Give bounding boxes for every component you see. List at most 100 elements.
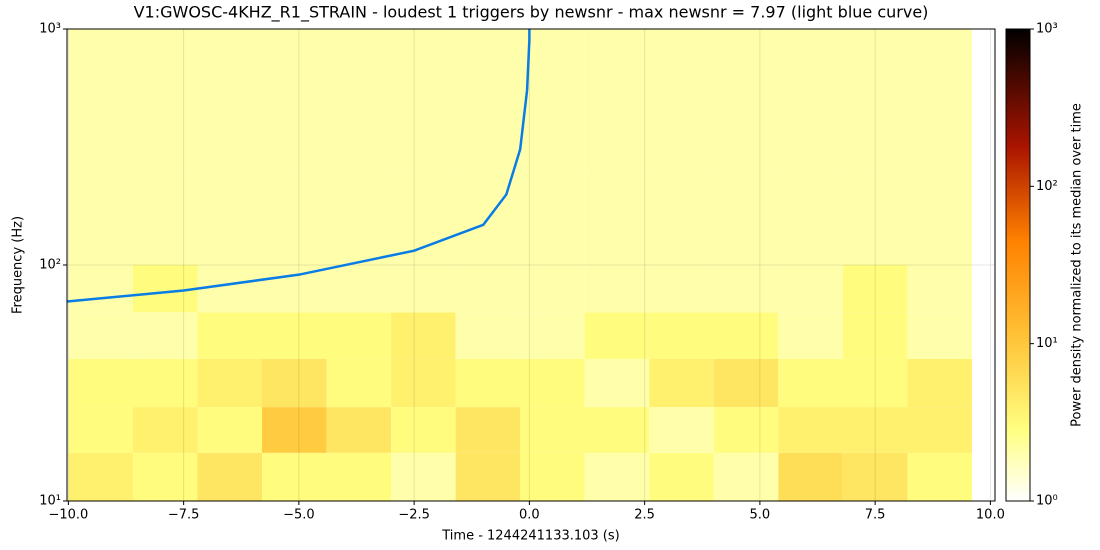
heatmap-cell [197,452,263,501]
heatmap-cell [907,171,972,265]
heatmap-cell [907,358,972,408]
heatmap-cell [68,171,133,265]
x-tick-label: 10.0 [976,508,1005,523]
heatmap-cell [197,171,263,265]
heatmap-cell [649,265,714,313]
y-tick-label: 10³ [39,22,61,37]
heatmap-cell [649,452,714,501]
heatmap-cell [197,358,263,408]
heatmap-cell [842,407,908,453]
x-axis-label: Time - 1244241133.103 (s) [441,529,619,544]
heatmap-cell [326,171,392,265]
heatmap-cell [778,312,843,359]
heatmap-cell [132,29,198,172]
heatmap-cell [649,171,714,265]
heatmap-cell [455,29,521,172]
heatmap-cell [68,265,133,313]
y-axis-label: Frequency (Hz) [11,216,26,314]
heatmap-cell [584,407,650,453]
heatmap-cell [713,29,779,172]
heatmap-cell [778,358,843,408]
heatmap-cell [778,171,843,265]
heatmap-cell [262,407,327,453]
heatmap-cell [197,265,263,313]
heatmap-cell [391,265,456,313]
heatmap-cell [584,171,650,265]
heatmap-cell [649,29,714,172]
heatmap-cell [262,358,327,408]
heatmap-cell [584,265,650,313]
heatmap-cell [778,265,843,313]
heatmap-cell [455,407,521,453]
x-tick-label: 0.0 [519,508,540,523]
heatmap-cell [520,407,585,453]
heatmap-cell [842,312,908,359]
heatmap-cell [262,171,327,265]
heatmap-cell [713,452,779,501]
heatmap-cell [262,29,327,172]
heatmap-cell [584,452,650,501]
heatmap-cell [455,312,521,359]
x-tick-label: −7.5 [168,508,200,523]
heatmap-cell [197,312,263,359]
heatmap-cell [907,452,972,501]
heatmap-cell [262,452,327,501]
heatmap-cell [326,358,392,408]
heatmap-cell [842,265,908,313]
heatmap-cell [584,358,650,408]
heatmap-cell [326,407,392,453]
heatmap-cell [132,407,198,453]
heatmap-cell [520,358,585,408]
heatmap-cell [520,29,585,172]
heatmap-cell [326,265,392,313]
heatmap-cell [842,452,908,501]
x-tick-label: 2.5 [634,508,655,523]
heatmap-cell [520,265,585,313]
chart-title: V1:GWOSC-4KHZ_R1_STRAIN - loudest 1 trig… [134,3,929,23]
x-tick-label: 7.5 [865,508,886,523]
colorbar-label: Power density normalized to its median o… [1070,103,1085,427]
colorbar-tick-label: 10⁰ [1036,494,1058,509]
heatmap-cell [584,312,650,359]
heatmap-cell [132,171,198,265]
colorbar-tick-label: 10² [1036,179,1058,194]
heatmap-cell [520,452,585,501]
colorbar-tick-label: 10³ [1036,22,1058,37]
plot-frame [66,28,996,502]
x-tick-label: −10.0 [48,508,88,523]
heatmap-cell [68,358,133,408]
heatmap-cell [520,171,585,265]
heatmap-cell [778,452,843,501]
y-tick-label: 10² [39,258,61,273]
chirp-curve [66,29,531,303]
heatmap-cell [197,29,263,172]
heatmap-cell [391,171,456,265]
colorbar-tick-label: 10¹ [1036,336,1058,351]
heatmap-cell [68,452,133,501]
heatmap-cell [132,312,198,359]
heatmap-cell [262,265,327,313]
heatmap-cell [713,171,779,265]
heatmap-cell [326,312,392,359]
heatmap-cell [326,29,392,172]
heatmap-cell [584,29,650,172]
x-tick-label: 5.0 [750,508,771,523]
heatmap-cell [391,358,456,408]
heatmap-cell [132,358,198,408]
x-tick-label: −5.0 [283,508,315,523]
heatmap-cell [713,407,779,453]
heatmap-cell [649,407,714,453]
heatmap-cell [326,452,392,501]
heatmap-cell [391,29,456,172]
heatmap-cell [262,312,327,359]
heatmap-cell [778,29,843,172]
heatmap-cell [778,407,843,453]
y-tick-label: 10¹ [39,494,61,509]
heatmap-cell [455,452,521,501]
colorbar [1005,28,1031,502]
heatmap-cell [132,452,198,501]
heatmap-cell [713,265,779,313]
heatmap-cell [455,265,521,313]
heatmap-cell [842,358,908,408]
heatmap-cell [455,358,521,408]
